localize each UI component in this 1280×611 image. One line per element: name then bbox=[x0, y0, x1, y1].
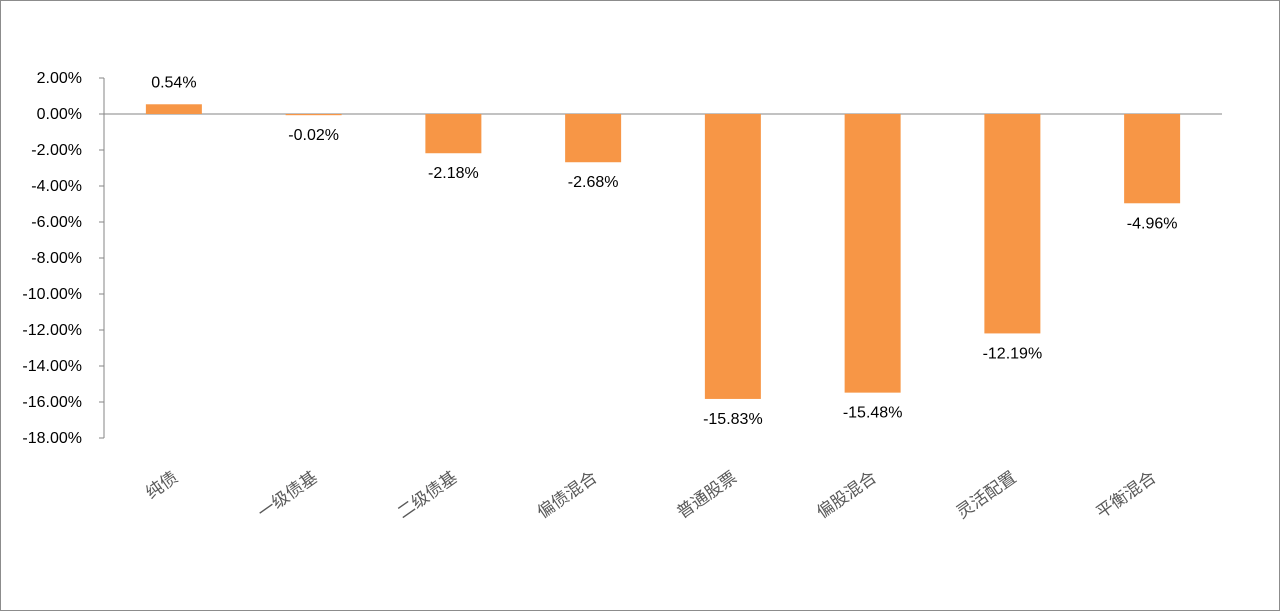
data-labels: 0.54% -0.02% -2.18% -2.68% -15.83% -15.48% -12… bbox=[151, 74, 1177, 428]
data-label: -0.02% bbox=[288, 127, 339, 144]
y-tick-label: -18.00% bbox=[22, 430, 82, 447]
category-label: 偏股混合 bbox=[813, 468, 880, 523]
data-label: -12.19% bbox=[983, 345, 1043, 362]
bar bbox=[704, 114, 761, 399]
y-tick-label: 2.00% bbox=[37, 70, 82, 87]
y-tick-label: 0.00% bbox=[37, 106, 82, 123]
y-tick-label: -12.00% bbox=[22, 322, 82, 339]
bar bbox=[844, 114, 901, 393]
data-label: 0.54% bbox=[151, 74, 196, 91]
data-label: -2.68% bbox=[568, 174, 619, 191]
bar bbox=[984, 114, 1041, 334]
y-tick-label: -6.00% bbox=[31, 214, 82, 231]
category-label: 平衡混合 bbox=[1093, 468, 1160, 523]
category-label: 纯债 bbox=[142, 468, 181, 504]
y-tick-label: -2.00% bbox=[31, 142, 82, 159]
y-axis: 2.00% 0.00% -2.00% -4.00% -6.00% -8.00% -10.00… bbox=[22, 70, 1222, 447]
x-axis-categories: 纯债 一级债基 二级债基 偏债混合 普通股票 偏股混合 灵活配置 平衡混合 bbox=[142, 468, 1160, 523]
bar bbox=[285, 114, 342, 116]
bar bbox=[565, 114, 622, 163]
y-tick-label: -4.00% bbox=[31, 178, 82, 195]
data-label: -2.18% bbox=[428, 165, 479, 182]
category-label: 二级债基 bbox=[394, 468, 461, 523]
y-tick-label: -8.00% bbox=[31, 250, 82, 267]
y-tick-label: -10.00% bbox=[22, 286, 82, 303]
bar bbox=[1124, 114, 1181, 204]
data-label: -4.96% bbox=[1127, 215, 1178, 232]
category-label: 灵活配置 bbox=[953, 468, 1020, 523]
data-label: -15.83% bbox=[703, 411, 763, 428]
category-label: 普通股票 bbox=[674, 468, 741, 523]
bars bbox=[145, 104, 1181, 399]
data-label: -15.48% bbox=[843, 405, 903, 422]
category-label: 一级债基 bbox=[254, 468, 321, 523]
bar bbox=[425, 114, 482, 154]
category-label: 偏债混合 bbox=[534, 468, 601, 523]
bar bbox=[145, 104, 202, 114]
y-tick-label: -16.00% bbox=[22, 394, 82, 411]
y-tick-label: -14.00% bbox=[22, 358, 82, 375]
